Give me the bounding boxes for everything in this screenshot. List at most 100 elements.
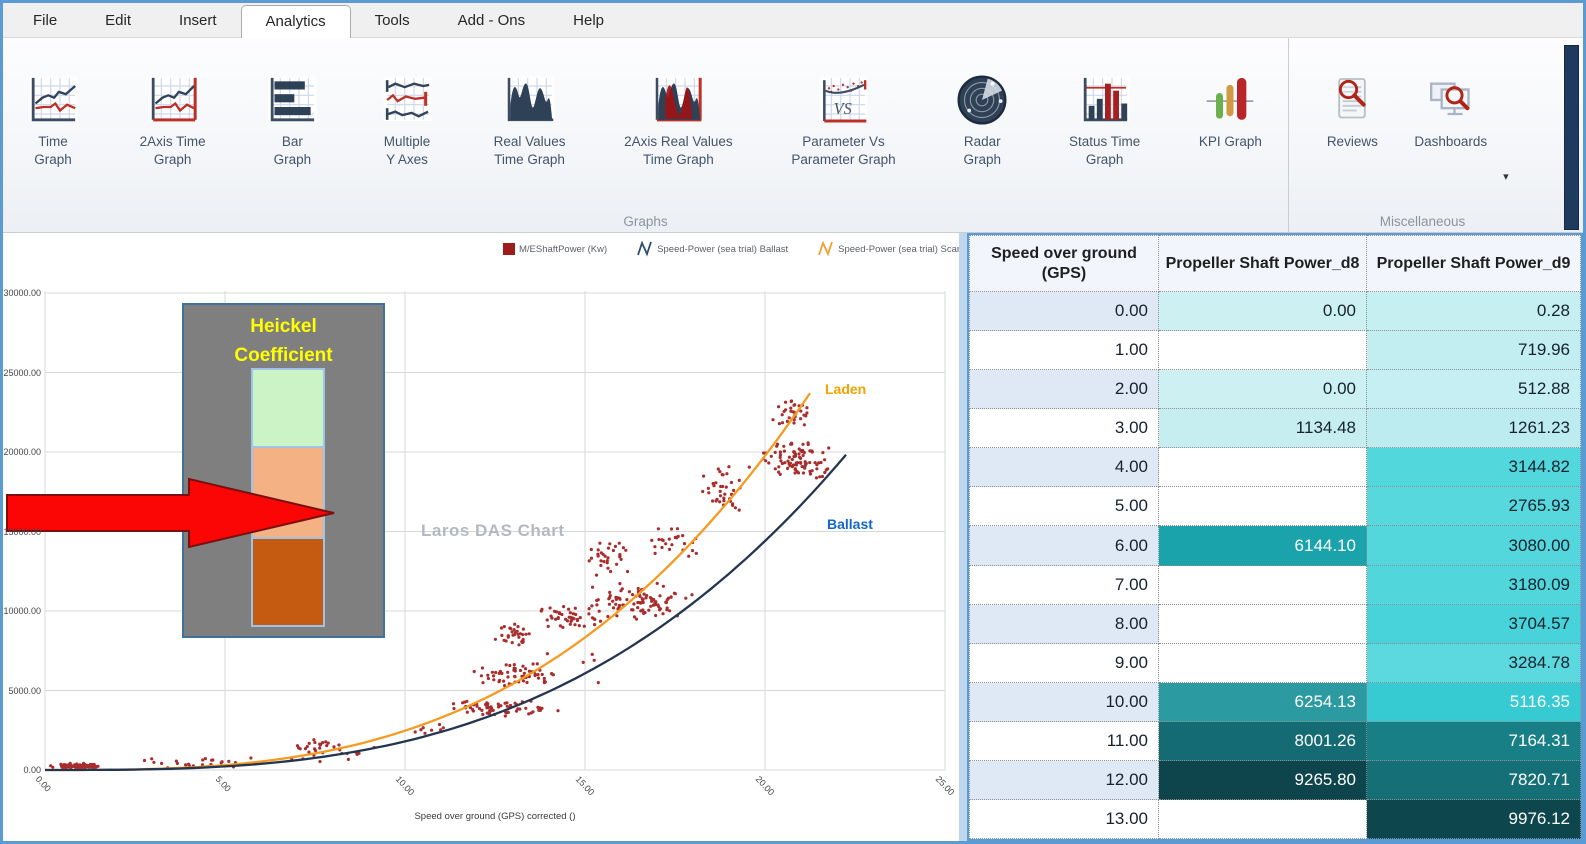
cell-speed[interactable]: 12.00 <box>969 760 1159 801</box>
cell-d8[interactable] <box>1159 800 1367 840</box>
menu-tab-tools[interactable]: Tools <box>374 12 410 29</box>
cell-speed[interactable]: 7.00 <box>969 565 1159 605</box>
2axis-time-graph-icon <box>149 76 198 122</box>
y-axis-tick-label: 25000.00 <box>3 367 41 378</box>
dashboards-button[interactable]: Dashboards <box>1414 72 1487 151</box>
table-header: Speed over ground (GPS) Propeller Shaft P… <box>969 235 1581 292</box>
cell-speed[interactable]: 2.00 <box>969 370 1159 410</box>
cell-d9[interactable]: 7164.31 <box>1367 721 1581 761</box>
panel-divider <box>959 233 967 841</box>
table-row: 5.00 2765.93 <box>969 487 1581 527</box>
cell-speed[interactable]: 10.00 <box>969 682 1159 722</box>
table-column-header-1[interactable]: Propeller Shaft Power_d8 <box>1159 235 1367 292</box>
parameter-vs-parameter-graph-button[interactable]: VS Parameter Vs Parameter Graph <box>791 72 896 168</box>
ribbon-button-label: Multiple Y Axes <box>383 134 431 167</box>
heickel-title: Heickel Coefficient <box>234 316 333 366</box>
cell-d8[interactable] <box>1159 448 1367 488</box>
cell-speed[interactable]: 6.00 <box>969 526 1159 566</box>
laden-curve-label: Laden <box>825 381 867 397</box>
2axis-time-graph-button[interactable]: 2Axis Time Graph <box>140 72 206 168</box>
ribbon-button-label: 2Axis Real Values Time Graph <box>624 134 733 167</box>
cell-speed[interactable]: 5.00 <box>969 487 1159 527</box>
y-axis-tick-label: 20000.00 <box>3 447 41 457</box>
menu-tab-help[interactable]: Help <box>573 12 604 29</box>
data-table-panel: Speed over ground (GPS) Propeller Shaft P… <box>967 233 1583 841</box>
bar-graph-button[interactable]: Bar Graph <box>264 72 320 168</box>
table-row: 13.00 9976.12 <box>969 800 1581 840</box>
cell-d8[interactable]: 8001.26 <box>1159 721 1367 761</box>
real-values-time-graph-button[interactable]: Real Values Time Graph <box>494 72 565 168</box>
cell-d8[interactable]: 9265.80 <box>1159 760 1367 801</box>
cell-d8[interactable] <box>1159 565 1367 605</box>
ribbon-button-label: Parameter Vs Parameter Graph <box>791 134 896 167</box>
heickel-coefficient-annotation: Heickel Coefficient <box>182 303 385 638</box>
svg-text:VS: VS <box>834 99 852 118</box>
cell-speed[interactable]: 0.00 <box>969 292 1159 332</box>
cell-d9[interactable]: 2765.93 <box>1367 487 1581 527</box>
cell-d9[interactable]: 3080.00 <box>1367 526 1581 566</box>
kpi-graph-button[interactable]: KPI Graph <box>1199 72 1262 151</box>
heickel-segment-bad <box>251 537 325 627</box>
main-content: M/EShaftPower (Kw) Speed-Power (sea trial… <box>3 233 1583 841</box>
cell-speed[interactable]: 11.00 <box>969 721 1159 761</box>
vertical-scrollbar[interactable] <box>1564 45 1579 230</box>
table-row: 3.00 1134.48 1261.23 <box>969 409 1581 449</box>
menu-tab-file[interactable]: File <box>33 12 58 29</box>
cell-speed[interactable]: 4.00 <box>969 448 1159 488</box>
cell-d8[interactable]: 0.00 <box>1159 370 1367 410</box>
menu-tab-add-ons[interactable]: Add - Ons <box>457 12 526 29</box>
table-row: 9.00 3284.78 <box>969 643 1581 683</box>
cell-d8[interactable] <box>1159 643 1367 683</box>
red-arrow-icon <box>6 477 335 549</box>
multiple-y-axes-button[interactable]: Multiple Y Axes <box>379 72 435 168</box>
cell-d9[interactable]: 9976.12 <box>1367 800 1581 840</box>
menu-tab-edit[interactable]: Edit <box>105 12 132 29</box>
cell-d9[interactable]: 512.88 <box>1367 370 1581 410</box>
table-column-header-0[interactable]: Speed over ground (GPS) <box>969 235 1159 292</box>
chart-watermark: Laros DAS Chart <box>421 521 565 540</box>
cell-speed[interactable]: 3.00 <box>969 409 1159 449</box>
ribbon-button-label: Radar Graph <box>963 134 1002 167</box>
radar-graph-button[interactable]: Radar Graph <box>954 72 1010 168</box>
legend-square-swatch <box>503 243 515 255</box>
status-time-graph-button[interactable]: Status Time Graph <box>1069 72 1140 168</box>
menu-tab-insert[interactable]: Insert <box>179 12 217 29</box>
dashboards-dropdown-arrow[interactable]: ▾ <box>1503 170 1509 183</box>
time-graph-button[interactable]: Time Graph <box>25 72 81 168</box>
table-row: 6.00 6144.10 3080.00 <box>969 526 1581 566</box>
cell-speed[interactable]: 13.00 <box>969 800 1159 840</box>
cell-d8[interactable]: 6144.10 <box>1159 526 1367 566</box>
menu-tab-analytics[interactable]: Analytics <box>240 5 351 38</box>
cell-speed[interactable]: 8.00 <box>969 604 1159 644</box>
cell-d9[interactable]: 7820.71 <box>1367 760 1581 801</box>
cell-d8[interactable] <box>1159 331 1367 371</box>
cell-d9[interactable]: 5116.35 <box>1367 682 1581 722</box>
cell-d8[interactable]: 6254.13 <box>1159 682 1367 722</box>
cell-speed[interactable]: 1.00 <box>969 331 1159 371</box>
cell-d9[interactable]: 0.28 <box>1367 292 1581 332</box>
table-row: 10.00 6254.13 5116.35 <box>969 682 1581 722</box>
cell-speed[interactable]: 9.00 <box>969 643 1159 683</box>
cell-d8[interactable]: 1134.48 <box>1159 409 1367 449</box>
cell-d8[interactable] <box>1159 487 1367 527</box>
table-row: 11.00 8001.26 7164.31 <box>969 721 1581 761</box>
reviews-icon <box>1338 78 1367 119</box>
cell-d9[interactable]: 1261.23 <box>1367 409 1581 449</box>
chart-legend: M/EShaftPower (Kw) Speed-Power (sea trial… <box>503 241 959 257</box>
cell-d8[interactable] <box>1159 604 1367 644</box>
cell-d9[interactable]: 3284.78 <box>1367 643 1581 683</box>
ribbon-button-label: Dashboards <box>1414 134 1488 149</box>
table-column-header-2[interactable]: Propeller Shaft Power_d9 <box>1367 235 1581 292</box>
cell-d8[interactable]: 0.00 <box>1159 292 1367 332</box>
cell-d9[interactable]: 719.96 <box>1367 331 1581 371</box>
cell-d9[interactable]: 3704.57 <box>1367 604 1581 644</box>
reviews-button[interactable]: Reviews <box>1324 72 1380 151</box>
y-axis-tick-label: 15000.00 <box>3 526 41 537</box>
cell-d9[interactable]: 3144.82 <box>1367 448 1581 488</box>
2axis-real-values-time-graph-button[interactable]: 2Axis Real Values Time Graph <box>624 72 733 168</box>
legend-label: Speed-Power (sea trial) Ballast <box>657 243 789 255</box>
chart-panel: M/EShaftPower (Kw) Speed-Power (sea trial… <box>3 233 959 841</box>
scatter-plot <box>44 291 946 772</box>
table-row: 1.00 719.96 <box>969 331 1581 371</box>
cell-d9[interactable]: 3180.09 <box>1367 565 1581 605</box>
